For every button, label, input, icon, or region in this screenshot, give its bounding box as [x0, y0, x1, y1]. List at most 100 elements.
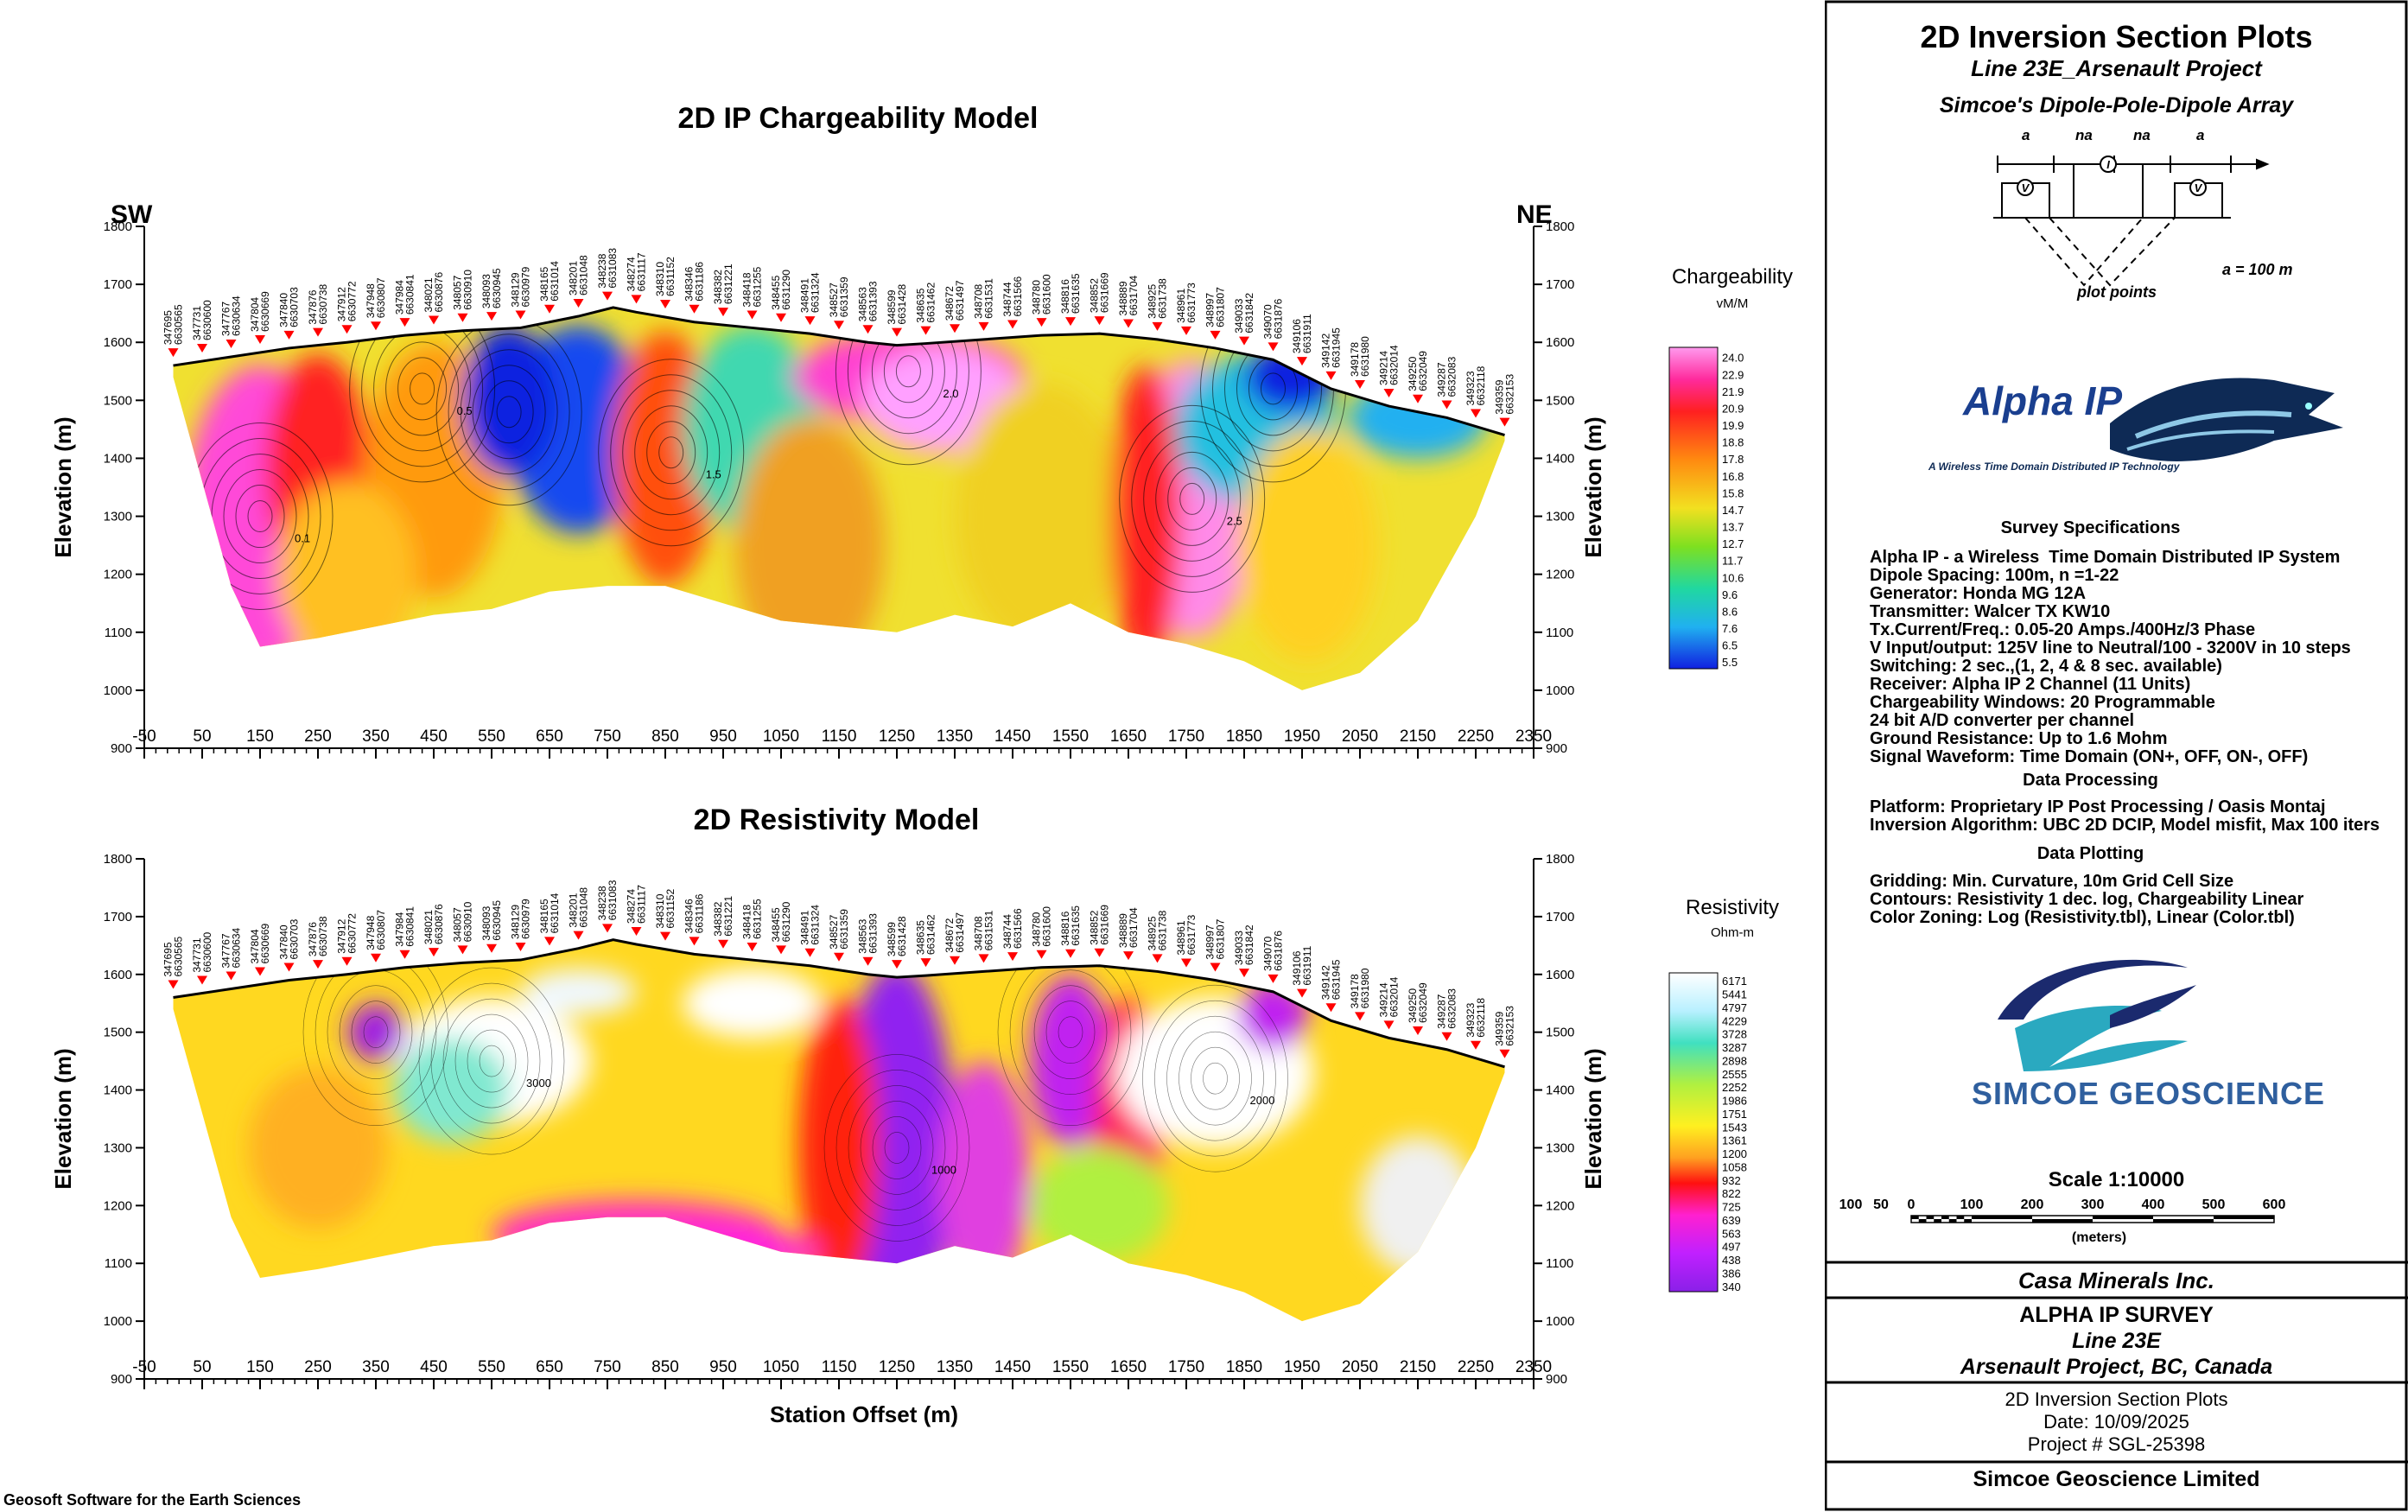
- contour-line: [895, 355, 921, 388]
- spec-line: Color Zoning: Log (Resistivity.tbl), Lin…: [1870, 908, 2295, 927]
- y-tick-label: 1500: [104, 393, 132, 408]
- array-diagram: [1993, 156, 2270, 287]
- station-coordinate: 6630738: [317, 916, 329, 956]
- colorbar-label: 10.6: [1722, 571, 1744, 584]
- station-coordinate: 6631221: [722, 264, 734, 304]
- station-coordinate: 6631669: [1099, 272, 1111, 313]
- station-marker: [776, 313, 786, 322]
- spec-line: Platform: Proprietary IP Post Processing…: [1870, 797, 2326, 816]
- contour-line: [1119, 404, 1266, 593]
- anomaly: [567, 1229, 822, 1275]
- contour-line: [848, 1085, 946, 1210]
- contour-line: [1167, 467, 1217, 530]
- plot-name: 2D Inversion Section Plots: [2005, 1388, 2228, 1410]
- contour-line: [349, 307, 496, 483]
- station-coordinate: 6631738: [1157, 910, 1169, 950]
- station-marker: [1499, 1049, 1510, 1058]
- station-coordinate: 348382: [712, 901, 724, 936]
- anomaly: [520, 969, 637, 1015]
- station-marker: [892, 327, 902, 337]
- colorbar-label: 17.8: [1722, 453, 1744, 466]
- contour-line: [467, 1029, 517, 1093]
- station-coordinate: 6630979: [520, 266, 532, 307]
- x-tick-label: 2050: [1342, 1358, 1378, 1376]
- station-coordinate: 348310: [654, 262, 666, 296]
- station-coordinate: 349287: [1436, 362, 1448, 397]
- project-number: Project # SGL-25398: [2027, 1433, 2206, 1455]
- y-tick-label: 1600: [1546, 968, 1574, 982]
- anomaly: [1360, 1136, 1476, 1275]
- y-tick-label: 1000: [104, 683, 132, 698]
- station-coordinate: 347767: [220, 933, 232, 968]
- y-tick-label: 1800: [1546, 219, 1574, 234]
- contour-label: 2.5: [1227, 514, 1242, 527]
- station-coordinate: 6630910: [462, 901, 474, 942]
- station-coordinate: 347840: [278, 924, 290, 959]
- station-coordinate: 6632118: [1475, 998, 1487, 1038]
- contour-line: [397, 357, 448, 421]
- spec-line: Alpha IP - a Wireless Time Domain Distri…: [1870, 548, 2341, 567]
- data-plotting-list: Gridding: Min. Curvature, 10m Grid Cell …: [1870, 873, 2388, 927]
- station-coordinate: 349250: [1407, 988, 1419, 1023]
- station-coordinate: 348744: [1001, 914, 1013, 949]
- y-axis-label: Elevation (m): [50, 1048, 76, 1189]
- colorbar-label: 1361: [1722, 1134, 1747, 1147]
- station-coordinate: 349142: [1320, 965, 1332, 1000]
- station-coordinate: 347912: [336, 287, 348, 321]
- contour-line: [223, 469, 297, 564]
- station-coordinate: 6630772: [346, 281, 359, 321]
- y-tick-label: 1400: [1546, 451, 1574, 466]
- station-coordinate: 348889: [1117, 913, 1129, 948]
- station-coordinate: 348491: [799, 910, 811, 944]
- station-coordinate: 6631048: [578, 255, 590, 295]
- station-coordinate: 6630703: [289, 287, 301, 327]
- contour-line: [1154, 1000, 1276, 1157]
- spec-line: Gridding: Min. Curvature, 10m Grid Cell …: [1870, 872, 2234, 891]
- station-coordinate: 347948: [365, 915, 377, 950]
- colorbar-label: 3728: [1722, 1028, 1747, 1041]
- station-coordinate: 348346: [683, 899, 696, 933]
- client-name: Casa Minerals Inc.: [2018, 1267, 2214, 1293]
- spec-line: Generator: Honda MG 12A: [1870, 584, 2087, 603]
- station-coordinate: 6631531: [983, 278, 995, 319]
- anomaly: [1030, 1147, 1169, 1264]
- contour-line: [622, 390, 721, 516]
- x-tick-label: 1650: [1110, 727, 1147, 746]
- station-coordinate: 347948: [365, 283, 377, 318]
- station-coordinate: 6631980: [1359, 968, 1371, 1008]
- y-tick-label: 1800: [104, 852, 132, 867]
- station-marker: [1413, 1026, 1423, 1036]
- station-coordinate: 348708: [973, 916, 985, 950]
- contour-line: [339, 985, 413, 1079]
- station-marker: [1471, 409, 1481, 418]
- station-marker: [168, 348, 179, 358]
- colorbar-label: 438: [1722, 1254, 1741, 1267]
- station-coordinate: 347695: [162, 310, 175, 345]
- x-tick-label: 1650: [1110, 1358, 1147, 1376]
- station-coordinate: 348744: [1001, 282, 1013, 316]
- x-tick-label: 2350: [1515, 727, 1552, 746]
- x-tick-label: 2250: [1458, 727, 1494, 746]
- station-coordinate: 348455: [770, 907, 782, 942]
- x-tick-label: 2150: [1400, 1358, 1436, 1376]
- station-coordinate: 6631945: [1331, 327, 1343, 368]
- station-marker: [1268, 342, 1279, 352]
- station-coordinate: 349287: [1436, 994, 1448, 1028]
- sw-label: SW: [111, 200, 153, 229]
- station-coordinate: 6632014: [1388, 345, 1401, 385]
- station-coordinate: 6631221: [722, 896, 734, 937]
- station-coordinate: 6631462: [925, 914, 937, 955]
- topography-line: [173, 938, 1505, 1069]
- anomaly: [248, 1066, 388, 1229]
- station-coordinate: 6631117: [636, 252, 648, 291]
- station-coordinate: 6631635: [1070, 273, 1082, 314]
- station-marker: [1355, 379, 1365, 389]
- colorbar-label: 8.6: [1722, 605, 1738, 618]
- spec-line: Transmitter: Walcer TX KW10: [1870, 602, 2111, 621]
- x-tick-label: 750: [594, 727, 621, 746]
- station-coordinate: 6630807: [375, 910, 387, 950]
- contour-label: 1.5: [706, 468, 721, 481]
- station-coordinate: 6631600: [1041, 274, 1053, 314]
- colorbar-label: 16.8: [1722, 470, 1744, 483]
